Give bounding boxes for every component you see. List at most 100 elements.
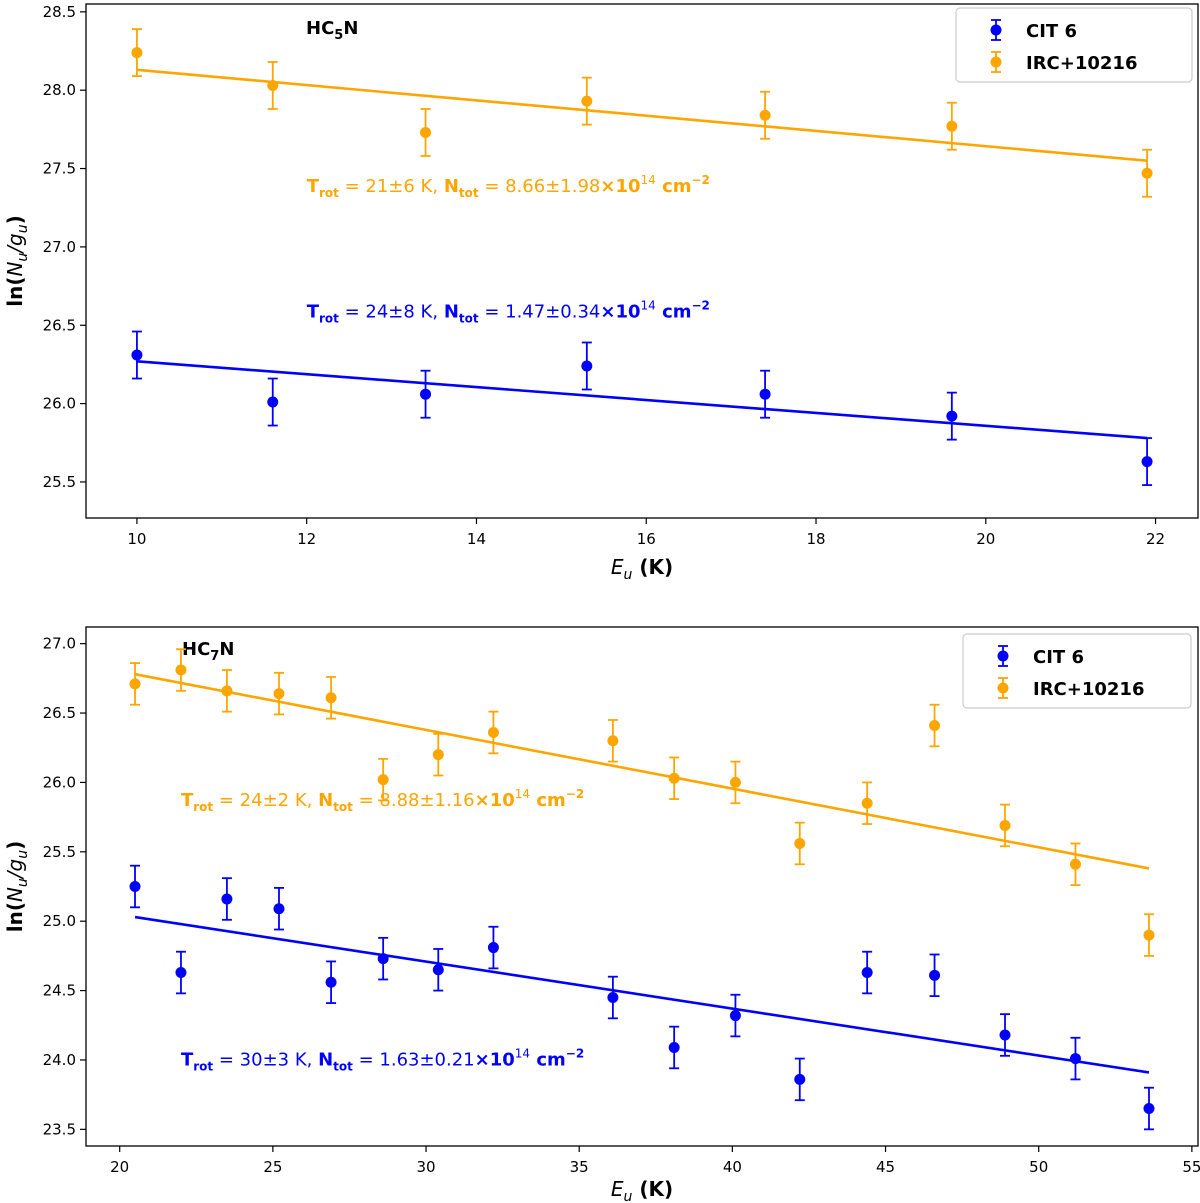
y-tick-label: 24.5 [43, 982, 76, 1000]
data-point [432, 964, 444, 976]
x-tick-label: 40 [723, 1158, 742, 1176]
data-point [221, 893, 233, 905]
data-point [131, 349, 143, 361]
data-point [420, 388, 432, 400]
data-point [432, 749, 444, 761]
fit-line [134, 915, 1150, 1074]
data-point [273, 903, 285, 915]
data-point [175, 967, 187, 979]
data-point [946, 410, 958, 422]
y-tick-label: 25.0 [43, 912, 76, 930]
chart-panel-hc7n: 20 25 30 35 40 45 50 55 23.5 24.0 24.5 25.0 25.5 26.0… [3, 626, 1200, 1203]
series-irc10216: Trot = 24±2 K, Ntot = 8.88±1.16×1014 cm−… [129, 648, 1155, 957]
panel-title: HC7N [182, 639, 234, 664]
data-point [794, 837, 806, 849]
x-tick-label: 45 [876, 1158, 895, 1176]
legend-label: CIT 6 [1033, 647, 1084, 668]
data-point [999, 819, 1011, 831]
data-point [581, 95, 593, 107]
data-point [668, 1041, 680, 1053]
data-point [129, 678, 141, 690]
data-point [999, 1029, 1011, 1041]
fit-annotation: Trot = 30±3 K, Ntot = 1.63±0.21×1014 cm−… [181, 1047, 584, 1074]
data-point [729, 1010, 741, 1022]
y-tick-label: 24.0 [43, 1051, 76, 1069]
y-tick-label: 25.5 [43, 473, 76, 491]
data-point [929, 969, 941, 981]
data-point [729, 776, 741, 788]
y-axis-label: ln(Nu/gu) [3, 215, 31, 307]
legend-box [962, 633, 1192, 709]
y-tick-label: 26.0 [43, 773, 76, 791]
data-point [861, 967, 873, 979]
data-point [759, 109, 771, 121]
panel-title: HC5N [306, 18, 358, 43]
data-point [1141, 456, 1153, 468]
legend-marker [997, 682, 1009, 694]
x-tick-label: 14 [467, 530, 486, 548]
x-tick-label: 20 [110, 1158, 129, 1176]
x-tick-label: 35 [570, 1158, 589, 1176]
data-point [175, 664, 187, 676]
data-point [377, 953, 389, 965]
x-tick-label: 20 [976, 530, 995, 548]
x-tick-label: 18 [806, 530, 825, 548]
fit-annotation: Trot = 24±8 K, Ntot = 1.47±0.34×1014 cm−… [307, 298, 710, 325]
data-point [325, 692, 337, 704]
series-cit6: Trot = 24±8 K, Ntot = 1.47±0.34×1014 cm−… [131, 298, 1153, 486]
data-point [420, 127, 432, 138]
x-tick-label: 30 [416, 1158, 435, 1176]
legend-marker [997, 650, 1009, 662]
data-point [668, 772, 680, 784]
data-point [759, 388, 771, 400]
y-tick-label: 27.5 [43, 160, 76, 178]
x-axis-label: Eu (K) [611, 1177, 673, 1203]
legend-label: IRC+10216 [1033, 679, 1144, 700]
data-point [1069, 858, 1081, 870]
data-point [487, 942, 499, 954]
data-point [607, 735, 619, 747]
legend-label: IRC+10216 [1026, 53, 1137, 74]
x-tick-label: 22 [1146, 530, 1165, 548]
legend: CIT 6 IRC+10216 [955, 7, 1193, 83]
y-tick-label: 28.5 [43, 3, 76, 21]
plot-frame [85, 3, 1199, 519]
fit-annotation: Trot = 21±6 K, Ntot = 8.66±1.98×1014 cm−… [307, 173, 710, 200]
fit-annotation: Trot = 24±2 K, Ntot = 8.88±1.16×1014 cm−… [181, 787, 584, 814]
chart-panel-hc5n: 10 12 14 16 18 20 22 25.5 26.0 26.5 27.0 27.5 28.0 28… [3, 3, 1199, 583]
y-tick-label: 23.5 [43, 1120, 76, 1138]
y-tick-label: 28.0 [43, 81, 76, 99]
legend-box [955, 7, 1193, 83]
data-point [377, 774, 389, 786]
y-axis-label: ln(Nu/gu) [3, 841, 31, 933]
data-point [1069, 1053, 1081, 1065]
x-tick-label: 50 [1029, 1158, 1048, 1176]
x-axis-label: Eu (K) [611, 555, 673, 583]
legend-label: CIT 6 [1026, 21, 1077, 42]
data-point [929, 720, 941, 732]
data-point [131, 47, 143, 59]
x-tick-label: 16 [637, 530, 656, 548]
data-point [325, 976, 337, 988]
legend: CIT 6 IRC+10216 [962, 633, 1192, 709]
data-point [1143, 929, 1155, 941]
data-point [221, 685, 233, 697]
y-tick-label: 26.5 [43, 704, 76, 722]
data-point [607, 992, 619, 1004]
y-tick-label: 26.0 [43, 395, 76, 413]
data-point [946, 120, 958, 132]
y-tick-label: 27.0 [43, 238, 76, 256]
series-cit6: Trot = 30±3 K, Ntot = 1.63±0.21×1014 cm−… [129, 864, 1155, 1131]
fit-line [134, 672, 1150, 870]
legend-marker [990, 56, 1002, 68]
x-tick-label: 10 [127, 530, 146, 548]
data-point [487, 726, 499, 738]
data-point [1143, 1103, 1155, 1115]
plot-frame [85, 626, 1199, 1147]
fit-line [136, 68, 1148, 163]
x-tick-label: 55 [1182, 1158, 1200, 1176]
y-tick-label: 25.5 [43, 843, 76, 861]
legend-marker [990, 24, 1002, 36]
data-point [267, 396, 279, 408]
